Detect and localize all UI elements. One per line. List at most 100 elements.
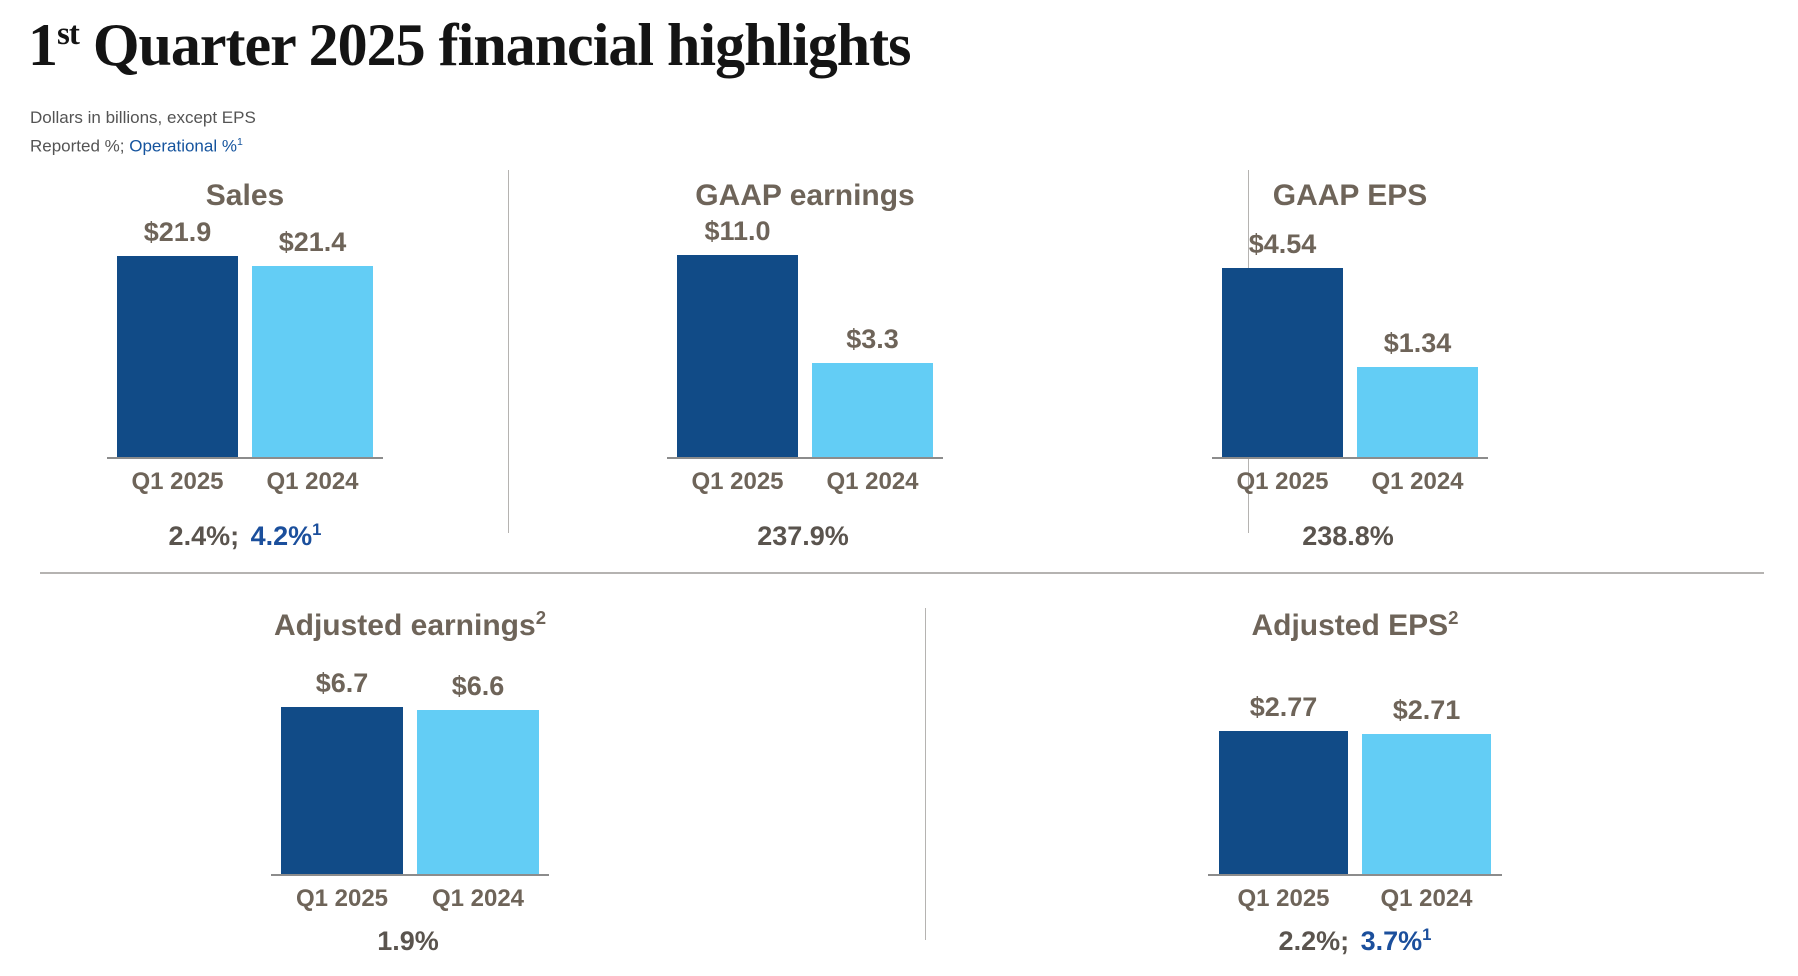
bar-group-q1-2025: $6.7 bbox=[281, 668, 403, 874]
category-labels: Q1 2025 Q1 2024 bbox=[1222, 468, 1478, 496]
axis-line bbox=[667, 457, 943, 459]
bar-value-label: $21.9 bbox=[143, 217, 212, 247]
axis-line bbox=[271, 874, 549, 876]
bar-group-q1-2025: $4.54 bbox=[1222, 229, 1343, 457]
category-label-q1-2025: Q1 2025 bbox=[295, 885, 389, 912]
category-label-q1-2024: Q1 2024 bbox=[431, 885, 525, 912]
bar-value-label: $3.3 bbox=[846, 324, 899, 354]
bars-area: $2.77 $2.71 bbox=[1219, 640, 1491, 874]
chart-title-footnote: 2 bbox=[1448, 607, 1459, 628]
bar-value-label: $4.54 bbox=[1248, 229, 1317, 259]
bar-q1-2024 bbox=[1357, 367, 1478, 457]
reported-change: 238.8% bbox=[1302, 521, 1394, 551]
category-label-q1-2024: Q1 2024 bbox=[266, 468, 359, 495]
chart-title-footnote: 2 bbox=[535, 607, 547, 628]
reported-change: 2.2%; bbox=[1278, 926, 1357, 956]
chart-title-text: GAAP EPS bbox=[1272, 179, 1428, 212]
reported-change: 237.9% bbox=[757, 521, 849, 551]
bar-q1-2025 bbox=[117, 256, 238, 457]
bars-area: $6.7 $6.6 bbox=[281, 640, 539, 874]
chart-title: GAAP EPS bbox=[1272, 170, 1428, 212]
bar-group-q1-2024: $21.4 bbox=[252, 227, 373, 457]
page-title: 1st Quarter 2025 financial highlights bbox=[28, 12, 912, 78]
bar-q1-2025 bbox=[677, 255, 798, 457]
bar-value-label: $6.6 bbox=[451, 671, 505, 701]
bar-group-q1-2025: $21.9 bbox=[117, 217, 238, 457]
bar-group-q1-2025: $11.0 bbox=[677, 216, 798, 457]
title-text: Quarter 2025 financial highlights bbox=[78, 12, 912, 78]
chart-title: Adjusted EPS2 bbox=[1251, 600, 1459, 642]
bars-area: $4.54 $1.34 bbox=[1222, 210, 1478, 457]
bars-area: $11.0 $3.3 bbox=[677, 210, 933, 457]
change-row: 2.2%; 3.7%1 bbox=[1279, 925, 1432, 957]
chart-adjusted-earnings: Adjusted earnings2 $6.7 $6.6 Q1 2025 Q1 … bbox=[150, 600, 670, 957]
bar-group-q1-2024: $1.34 bbox=[1357, 328, 1478, 457]
legend-reported: Reported %; bbox=[30, 136, 130, 156]
operational-change-footnote: 1 bbox=[1422, 925, 1432, 944]
bars-area: $21.9 $21.4 bbox=[117, 210, 373, 457]
bar-q1-2025 bbox=[1222, 268, 1343, 457]
chart-title-text: Sales bbox=[205, 179, 285, 212]
bar-value-label: $6.7 bbox=[315, 668, 369, 698]
chart-gaap-earnings: GAAP earnings $11.0 $3.3 Q1 2025 Q1 2024… bbox=[585, 170, 1025, 552]
legend-operational: Operational % bbox=[129, 136, 237, 156]
chart-gaap-eps: GAAP EPS $4.54 $1.34 Q1 2025 Q1 2024 238… bbox=[1130, 170, 1570, 552]
change-row: 238.8% bbox=[1302, 520, 1398, 552]
bar-value-label: $2.71 bbox=[1392, 695, 1461, 725]
bar-q1-2024 bbox=[812, 363, 933, 457]
category-label-q1-2024: Q1 2024 bbox=[826, 468, 919, 495]
chart-title: Sales bbox=[205, 170, 285, 212]
category-label-q1-2025: Q1 2025 bbox=[1237, 885, 1330, 912]
chart-title-text: GAAP earnings bbox=[695, 179, 915, 212]
chart-title: GAAP earnings bbox=[695, 170, 915, 212]
category-labels: Q1 2025 Q1 2024 bbox=[281, 885, 539, 913]
change-row: 1.9% bbox=[377, 925, 443, 957]
reported-change: 2.4%; bbox=[168, 521, 247, 551]
bar-group-q1-2024: $2.71 bbox=[1362, 695, 1491, 874]
bar-group-q1-2024: $6.6 bbox=[417, 671, 539, 874]
bar-q1-2024 bbox=[252, 266, 373, 457]
bar-value-label: $1.34 bbox=[1383, 328, 1452, 358]
bar-q1-2024 bbox=[1362, 734, 1491, 874]
category-label-q1-2024: Q1 2024 bbox=[1371, 468, 1464, 495]
chart-title-text: Adjusted earnings bbox=[273, 609, 536, 642]
axis-line bbox=[1212, 457, 1488, 459]
title-ordinal-sup: st bbox=[57, 16, 80, 52]
operational-change-footnote: 1 bbox=[312, 520, 322, 539]
category-label-q1-2025: Q1 2025 bbox=[691, 468, 784, 495]
change-row: 2.4%; 4.2%1 bbox=[169, 520, 322, 552]
row-divider-horizontal bbox=[40, 572, 1764, 574]
title-number: 1 bbox=[28, 12, 58, 78]
operational-change: 4.2% bbox=[250, 521, 313, 551]
header: 1st Quarter 2025 financial highlights bbox=[28, 12, 912, 78]
panel-divider-vertical-3 bbox=[925, 608, 926, 940]
bar-value-label: $2.77 bbox=[1249, 692, 1318, 722]
bar-q1-2025 bbox=[281, 707, 403, 874]
bar-group-q1-2025: $2.77 bbox=[1219, 692, 1348, 874]
panel-divider-vertical-1 bbox=[508, 170, 509, 533]
bar-group-q1-2024: $3.3 bbox=[812, 324, 933, 457]
category-labels: Q1 2025 Q1 2024 bbox=[117, 468, 373, 496]
category-labels: Q1 2025 Q1 2024 bbox=[1219, 885, 1491, 913]
category-label-q1-2025: Q1 2025 bbox=[1236, 468, 1329, 495]
bar-q1-2024 bbox=[417, 710, 539, 874]
change-row: 237.9% bbox=[757, 520, 853, 552]
chart-title-text: Adjusted EPS bbox=[1251, 609, 1449, 642]
category-labels: Q1 2025 Q1 2024 bbox=[677, 468, 933, 496]
chart-adjusted-eps: Adjusted EPS2 $2.77 $2.71 Q1 2025 Q1 202… bbox=[1095, 600, 1615, 957]
bar-value-label: $21.4 bbox=[278, 227, 347, 257]
operational-change: 3.7% bbox=[1360, 926, 1423, 956]
bar-value-label: $11.0 bbox=[704, 216, 771, 246]
axis-line bbox=[1208, 874, 1502, 876]
subtitle-legend: Reported %; Operational %1 bbox=[30, 130, 256, 159]
legend-operational-footnote: 1 bbox=[236, 136, 243, 148]
subtitle-units: Dollars in billions, except EPS bbox=[30, 108, 256, 127]
reported-change: 1.9% bbox=[377, 926, 439, 956]
bar-q1-2025 bbox=[1219, 731, 1348, 874]
subtitle-block: Dollars in billions, except EPS Reported… bbox=[30, 106, 256, 159]
chart-title: Adjusted earnings2 bbox=[273, 600, 547, 642]
category-label-q1-2024: Q1 2024 bbox=[1380, 885, 1473, 912]
category-label-q1-2025: Q1 2025 bbox=[131, 468, 224, 495]
axis-line bbox=[107, 457, 383, 459]
